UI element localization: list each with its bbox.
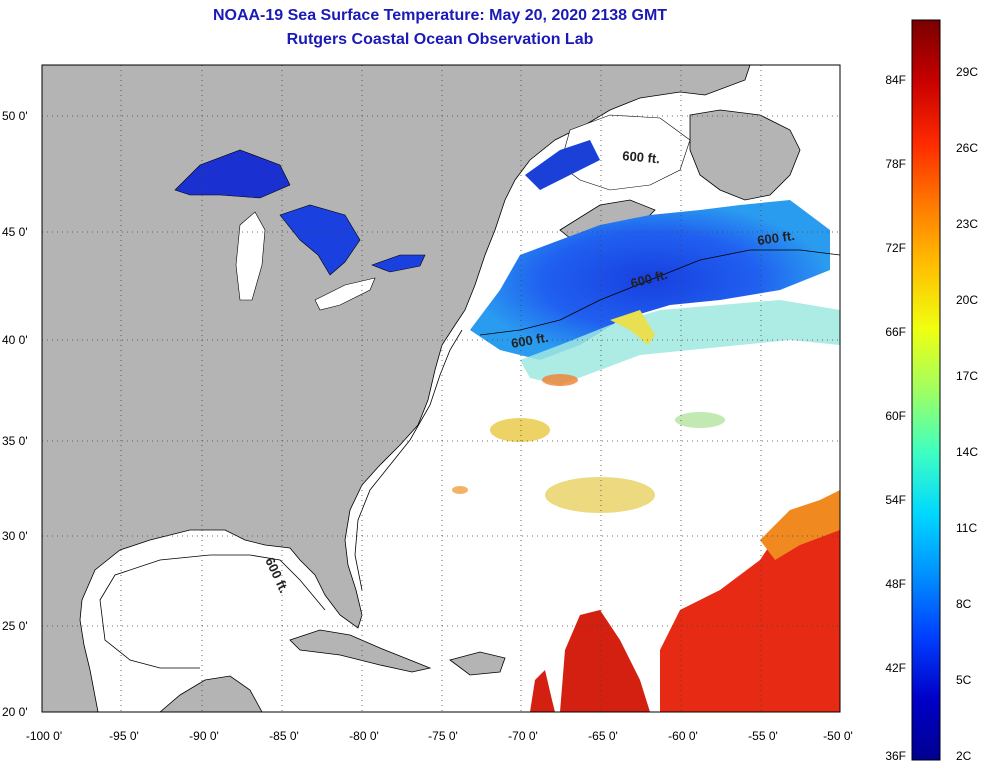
lat-label: 50 0' <box>2 109 28 123</box>
colorbar-c-label: 2C <box>956 749 972 763</box>
colorbar-f-label: 60F <box>885 409 906 423</box>
sst-patch <box>452 486 468 494</box>
yucatan-land <box>159 675 263 712</box>
colorbar-c-label: 5C <box>956 673 972 687</box>
lon-label: -75 0' <box>428 729 458 743</box>
warm-water-orange-edge <box>760 490 840 560</box>
cold-water-gulf-st-lawrence <box>525 140 600 190</box>
colorbar-c-label: 8C <box>956 597 972 611</box>
contour-label-grand-banks: 600 ft. <box>756 228 795 248</box>
lon-label: -95 0' <box>109 729 139 743</box>
newfoundland-land <box>689 109 801 201</box>
lon-label: -55 0' <box>748 729 778 743</box>
colorbar-f-label: 54F <box>885 493 906 507</box>
sst-patch <box>545 477 655 513</box>
lake-superior <box>174 149 291 199</box>
lon-label: -90 0' <box>189 729 219 743</box>
lake-huron <box>279 204 361 276</box>
sst-patch <box>542 374 578 386</box>
lon-label: -65 0' <box>588 729 618 743</box>
lon-label: -80 0' <box>349 729 379 743</box>
lake-ontario <box>371 254 426 273</box>
contour-label-gulf-of-maine: 600 ft. <box>510 330 550 351</box>
latitude-labels: 50 0' 45 0' 40 0' 35 0' 30 0' 25 0' 20 0… <box>2 109 28 719</box>
cuba-land <box>289 629 432 673</box>
graticule <box>42 65 840 712</box>
colorbar-f-label: 42F <box>885 661 906 675</box>
sst-patch <box>675 412 725 428</box>
warm-water-sargasso <box>660 495 840 712</box>
lon-label: -85 0' <box>269 729 299 743</box>
lon-label: -70 0' <box>508 729 538 743</box>
contour-label-laurentian: 600 ft. <box>622 148 661 166</box>
lat-label: 20 0' <box>2 705 28 719</box>
north-america-land <box>42 65 751 712</box>
sst-patch <box>490 418 550 442</box>
colorbar-f-label: 48F <box>885 577 906 591</box>
lon-label: -100 0' <box>26 729 62 743</box>
lat-label: 30 0' <box>2 529 28 543</box>
hispaniola-land <box>449 651 506 676</box>
colorbar-c-label: 14C <box>956 445 978 459</box>
colorbar-c-label: 17C <box>956 369 978 383</box>
lat-label: 40 0' <box>2 333 28 347</box>
colorbar-c-label: 20C <box>956 293 978 307</box>
lat-label: 25 0' <box>2 619 28 633</box>
longitude-labels: -100 0' -95 0' -90 0' -85 0' -80 0' -75 … <box>26 729 853 743</box>
lat-label: 45 0' <box>2 225 28 239</box>
yellow-eddy <box>610 310 655 345</box>
colorbar <box>911 19 941 761</box>
lon-label: -60 0' <box>668 729 698 743</box>
colorbar-c-label: 29C <box>956 65 978 79</box>
lake-erie <box>314 277 376 311</box>
colorbar-f-label: 66F <box>885 325 906 339</box>
colorbar-celsius-labels: 29C 26C 23C 20C 17C 14C 11C 8C 5C 2C <box>956 65 978 763</box>
colorbar-f-label: 36F <box>885 749 906 763</box>
colorbar-c-label: 23C <box>956 217 978 231</box>
lon-label: -50 0' <box>823 729 853 743</box>
colorbar-f-label: 78F <box>885 157 906 171</box>
warm-water-caribbean <box>560 610 650 712</box>
lat-label: 35 0' <box>2 434 28 448</box>
colorbar-c-label: 11C <box>956 521 977 535</box>
depth-contour-lines <box>99 249 840 669</box>
transition-band <box>520 300 840 385</box>
colorbar-c-label: 26C <box>956 141 978 155</box>
colorbar-fahrenheit-labels: 84F 78F 72F 66F 60F 54F 48F 42F 36F <box>885 73 906 763</box>
colorbar-f-label: 84F <box>885 73 906 87</box>
warm-water-antilles <box>530 670 555 712</box>
lake-michigan <box>235 211 266 301</box>
map-title: NOAA-19 Sea Surface Temperature: May 20,… <box>212 7 668 24</box>
map-frame <box>41 64 841 713</box>
colorbar-f-label: 72F <box>885 241 906 255</box>
map-subtitle: Rutgers Coastal Ocean Observation Lab <box>286 31 594 48</box>
